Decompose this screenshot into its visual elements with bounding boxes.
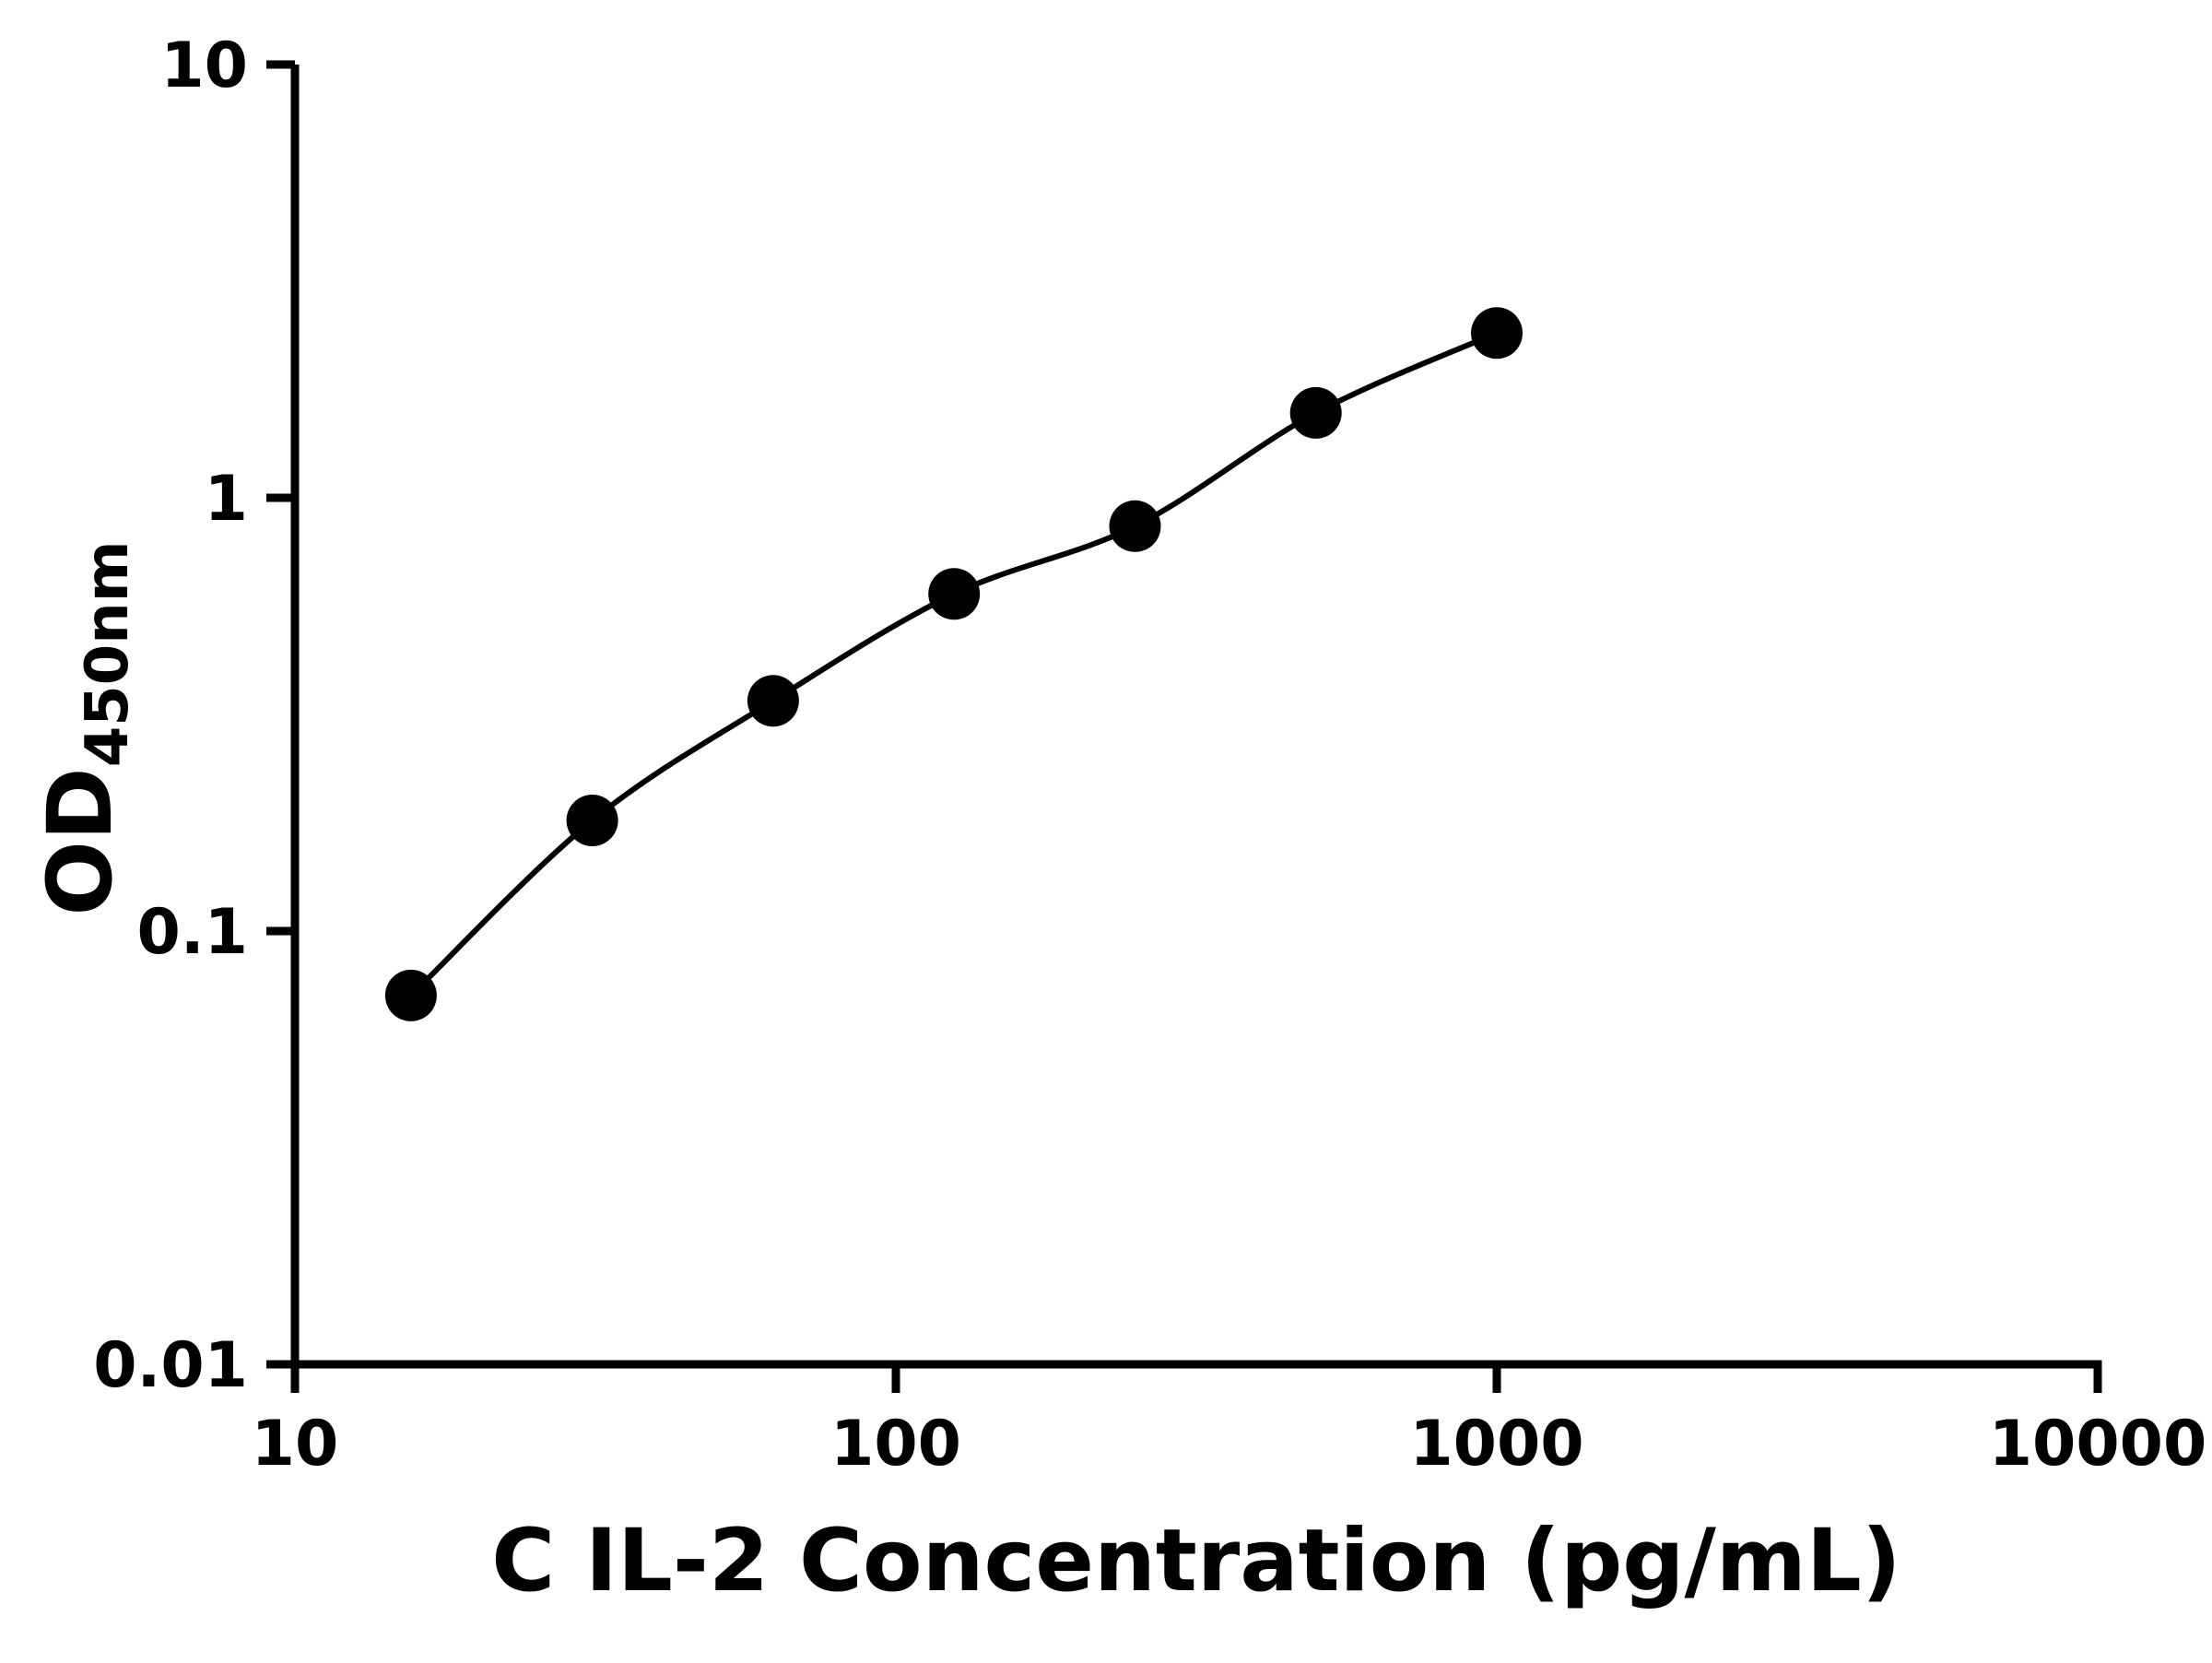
y-axis-title-main: OD	[29, 767, 132, 915]
data-point	[384, 969, 437, 1021]
data-point	[928, 568, 981, 620]
data-point	[1289, 386, 1342, 439]
data-point	[1471, 307, 1523, 360]
y-tick-label: 10	[160, 29, 248, 102]
x-tick-label: 1000	[1409, 1408, 1583, 1480]
data-point	[566, 795, 618, 846]
data-point	[1109, 500, 1161, 552]
y-tick-label: 0.1	[137, 896, 248, 969]
x-tick-label: 10	[252, 1408, 339, 1480]
data-point	[747, 675, 799, 727]
x-tick-label: 100	[830, 1408, 961, 1480]
y-tick-label: 1	[205, 463, 248, 536]
y-tick-label: 0.01	[93, 1329, 248, 1402]
standard-curve-line	[408, 330, 1499, 998]
y-axis-title-sub: 450nm	[74, 540, 142, 767]
x-tick-label: 10000	[1989, 1408, 2207, 1480]
plot-layer: 10 100 1000 10000 0.01 0.1 1 10	[93, 29, 2206, 1480]
x-axis-title: C IL-2 Concentration (pg/mL)	[491, 1511, 1900, 1611]
y-axis-title: OD450nm	[29, 540, 142, 915]
